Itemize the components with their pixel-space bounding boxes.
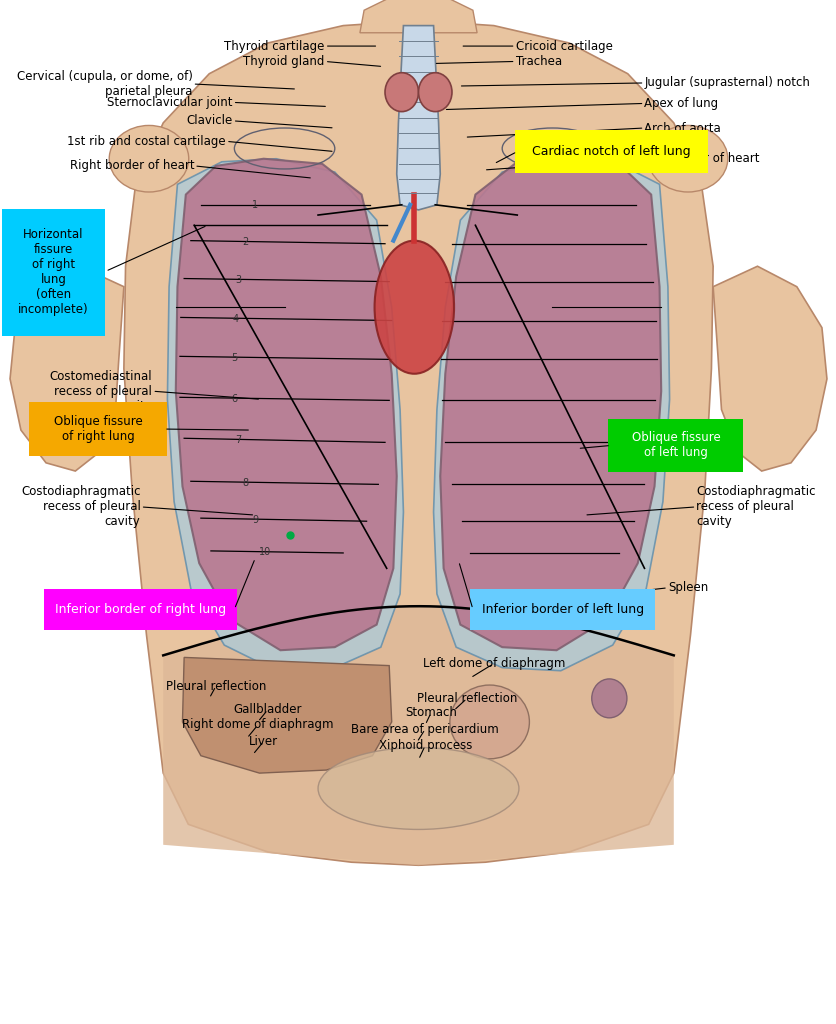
Polygon shape [10,266,124,471]
Text: Cervical (cupula, or dome, of)
parietal pleura: Cervical (cupula, or dome, of) parietal … [17,70,192,98]
Text: Inferior border of left lung: Inferior border of left lung [482,603,643,615]
Text: 3: 3 [235,275,242,285]
Polygon shape [182,657,391,773]
Text: Oblique fissure
of right lung: Oblique fissure of right lung [54,415,142,443]
FancyBboxPatch shape [470,589,655,630]
Text: 2: 2 [242,238,248,247]
Text: Xiphoid process: Xiphoid process [378,739,472,752]
Text: Liver: Liver [249,735,278,748]
Text: Trachea: Trachea [515,55,561,68]
Text: Thyroid gland: Thyroid gland [243,55,324,68]
Polygon shape [396,26,440,210]
Ellipse shape [591,679,626,718]
Text: Costodiaphragmatic
recess of pleural
cavity: Costodiaphragmatic recess of pleural cav… [21,485,140,528]
Polygon shape [167,159,403,671]
Text: 1: 1 [252,200,258,210]
FancyBboxPatch shape [608,419,742,472]
Text: 10: 10 [259,547,271,557]
Text: Thyroid cartilage: Thyroid cartilage [224,40,324,52]
Text: Cardiac notch of left lung: Cardiac notch of left lung [532,145,690,158]
Text: Costomediastinal
recess of pleural
cavity: Costomediastinal recess of pleural cavit… [49,370,152,413]
Text: Spleen: Spleen [667,582,707,594]
Text: Jugular (suprasternal) notch: Jugular (suprasternal) notch [644,77,809,89]
Text: Stomach: Stomach [405,707,456,719]
Polygon shape [163,606,673,865]
Polygon shape [124,20,712,865]
Text: Left dome of diaphragm: Left dome of diaphragm [422,657,564,670]
Text: 1st rib and costal cartilage: 1st rib and costal cartilage [67,135,226,147]
Text: Bare area of pericardium: Bare area of pericardium [351,723,498,735]
Text: 8: 8 [242,478,248,487]
Text: Right border of heart: Right border of heart [69,160,194,172]
Text: 7: 7 [235,435,242,445]
Polygon shape [359,0,477,33]
Text: 4: 4 [232,314,238,324]
Text: Pleural reflection: Pleural reflection [166,680,266,692]
Ellipse shape [449,685,528,759]
Text: Oblique fissure
of left lung: Oblique fissure of left lung [630,431,720,460]
FancyBboxPatch shape [43,589,237,630]
Text: Gallbladder: Gallbladder [233,703,302,716]
Text: Left border of heart: Left border of heart [644,153,759,165]
Ellipse shape [109,126,188,193]
Text: Arch of aorta: Arch of aorta [644,122,721,134]
Polygon shape [440,159,660,650]
Text: 5: 5 [231,353,237,362]
Text: Cricoid cartilage: Cricoid cartilage [515,40,612,52]
Polygon shape [176,159,396,650]
Ellipse shape [318,748,518,829]
Text: Right dome of diaphragm: Right dome of diaphragm [181,719,334,731]
Ellipse shape [375,241,454,374]
Text: Horizontal
fissure
of right
lung
(often
incomplete): Horizontal fissure of right lung (often … [18,228,89,316]
Text: Clavicle: Clavicle [186,115,232,127]
Text: 6: 6 [231,394,237,403]
Polygon shape [433,159,669,671]
Text: Pleural reflection: Pleural reflection [416,692,517,705]
FancyBboxPatch shape [514,130,707,173]
Text: Costodiaphragmatic
recess of pleural
cavity: Costodiaphragmatic recess of pleural cav… [696,485,815,528]
Ellipse shape [418,73,451,112]
Text: Apex of lung: Apex of lung [644,97,718,110]
Text: 9: 9 [252,515,258,524]
Ellipse shape [385,73,418,112]
Polygon shape [712,266,826,471]
Ellipse shape [648,126,726,193]
Text: Inferior border of right lung: Inferior border of right lung [54,603,226,615]
FancyBboxPatch shape [2,209,105,336]
Text: Sternoclavicular joint: Sternoclavicular joint [107,96,232,109]
FancyBboxPatch shape [29,402,166,456]
